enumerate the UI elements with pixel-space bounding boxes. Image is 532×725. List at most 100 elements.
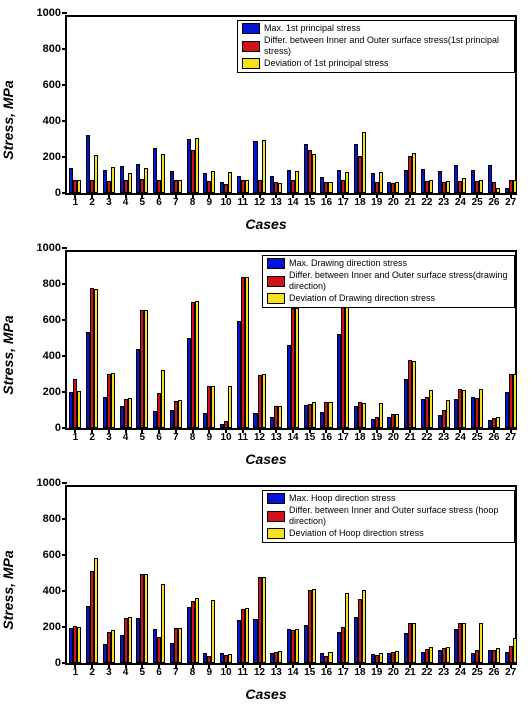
bar-yellow <box>262 374 266 428</box>
bar-yellow <box>345 172 349 193</box>
bar-yellow <box>245 608 249 663</box>
legend-item: Deviation of Hoop direction stress <box>267 528 510 540</box>
bar-yellow <box>211 386 215 428</box>
bar-yellow <box>412 623 416 664</box>
plot-area: 0200400600800100012345678910111213141516… <box>65 250 517 430</box>
bar-yellow <box>77 180 81 194</box>
bar-yellow <box>513 374 517 428</box>
bar-yellow <box>479 389 483 428</box>
bar-yellow <box>379 653 383 663</box>
legend-item: Deviation of Drawing direction stress <box>267 293 510 305</box>
bar-yellow <box>496 648 500 663</box>
bar-yellow <box>128 398 132 428</box>
bar-yellow <box>161 370 165 428</box>
bar-yellow <box>312 402 316 428</box>
legend-item: Differ. between Inner and Outer surface … <box>242 35 510 58</box>
bar-yellow <box>345 296 349 428</box>
bar-yellow <box>262 577 266 663</box>
bar-yellow <box>111 373 115 428</box>
bar-yellow <box>328 402 332 428</box>
bar-yellow <box>144 168 148 193</box>
bar-yellow <box>513 180 517 193</box>
bar-yellow <box>94 558 98 663</box>
bar-yellow <box>429 390 433 428</box>
legend-item: Differ. between Inner and Outer surface … <box>267 505 510 528</box>
chart-hoop: Stress, MPaCases020040060080010001234567… <box>10 480 522 700</box>
bar-yellow <box>362 132 366 193</box>
x-axis-label: Cases <box>245 451 286 467</box>
legend-swatch <box>242 23 260 34</box>
bar-yellow <box>178 400 182 428</box>
legend-swatch <box>267 293 285 304</box>
legend-swatch <box>242 41 260 52</box>
bar-yellow <box>395 651 399 663</box>
bar-yellow <box>77 391 81 428</box>
x-axis-label: Cases <box>245 216 286 232</box>
legend-swatch <box>242 58 260 69</box>
legend-item: Max. 1st principal stress <box>242 23 510 35</box>
legend-label: Max. Drawing direction stress <box>289 258 407 270</box>
bar-yellow <box>178 180 182 193</box>
bar-yellow <box>395 182 399 193</box>
legend-item: Max. Drawing direction stress <box>267 258 510 270</box>
bar-yellow <box>245 180 249 193</box>
bar-yellow <box>429 647 433 663</box>
bar-yellow <box>446 181 450 193</box>
bar-yellow <box>379 172 383 193</box>
bar-yellow <box>345 593 349 663</box>
bar-yellow <box>362 590 366 663</box>
y-axis-label: Stress, MPa <box>0 550 16 629</box>
bar-yellow <box>312 154 316 193</box>
legend-swatch <box>267 258 285 269</box>
chart-drawing: Stress, MPaCases020040060080010001234567… <box>10 245 522 465</box>
legend: Max. 1st principal stressDiffer. between… <box>237 20 515 73</box>
bar-yellow <box>328 182 332 193</box>
chart-principal: Stress, MPaCases020040060080010001234567… <box>10 10 522 230</box>
legend-label: Max. Hoop direction stress <box>289 493 396 505</box>
bar-yellow <box>94 289 98 429</box>
bar-yellow <box>462 178 466 193</box>
bar-yellow <box>496 188 500 193</box>
legend-swatch <box>267 276 285 287</box>
legend-label: Deviation of 1st principal stress <box>264 58 389 70</box>
bar-yellow <box>479 180 483 193</box>
legend-label: Max. 1st principal stress <box>264 23 361 35</box>
legend-label: Deviation of Drawing direction stress <box>289 293 435 305</box>
bar-yellow <box>228 386 232 428</box>
bar-yellow <box>446 647 450 663</box>
bar-yellow <box>429 180 433 193</box>
bar-yellow <box>446 400 450 428</box>
bar-yellow <box>195 138 199 193</box>
legend-label: Differ. between Inner and Outer surface … <box>264 35 510 58</box>
bar-yellow <box>278 651 282 663</box>
x-axis-label: Cases <box>245 686 286 702</box>
y-axis-label: Stress, MPa <box>0 315 16 394</box>
bar-yellow <box>412 361 416 429</box>
bar-yellow <box>412 153 416 193</box>
bar-yellow <box>295 629 299 663</box>
bar-yellow <box>379 403 383 428</box>
bar-yellow <box>513 638 517 663</box>
bar-yellow <box>161 584 165 663</box>
bar-yellow <box>362 403 366 428</box>
legend: Max. Hoop direction stressDiffer. betwee… <box>262 490 515 543</box>
bar-yellow <box>462 390 466 428</box>
legend-item: Max. Hoop direction stress <box>267 493 510 505</box>
legend-swatch <box>267 493 285 504</box>
legend-label: Differ. between Inner and Outer surface … <box>289 270 510 293</box>
bar-yellow <box>295 308 299 428</box>
bar-yellow <box>111 630 115 663</box>
bar-yellow <box>111 167 115 193</box>
bar-yellow <box>228 172 232 193</box>
bar-yellow <box>195 301 199 428</box>
plot-area: 0200400600800100012345678910111213141516… <box>65 15 517 195</box>
legend-swatch <box>267 528 285 539</box>
bar-yellow <box>144 310 148 428</box>
bar-yellow <box>195 598 199 663</box>
legend-label: Deviation of Hoop direction stress <box>289 528 424 540</box>
bar-yellow <box>144 574 148 663</box>
bar-yellow <box>211 600 215 663</box>
plot-area: 0200400600800100012345678910111213141516… <box>65 485 517 665</box>
bar-yellow <box>77 627 81 663</box>
bar-yellow <box>312 589 316 663</box>
